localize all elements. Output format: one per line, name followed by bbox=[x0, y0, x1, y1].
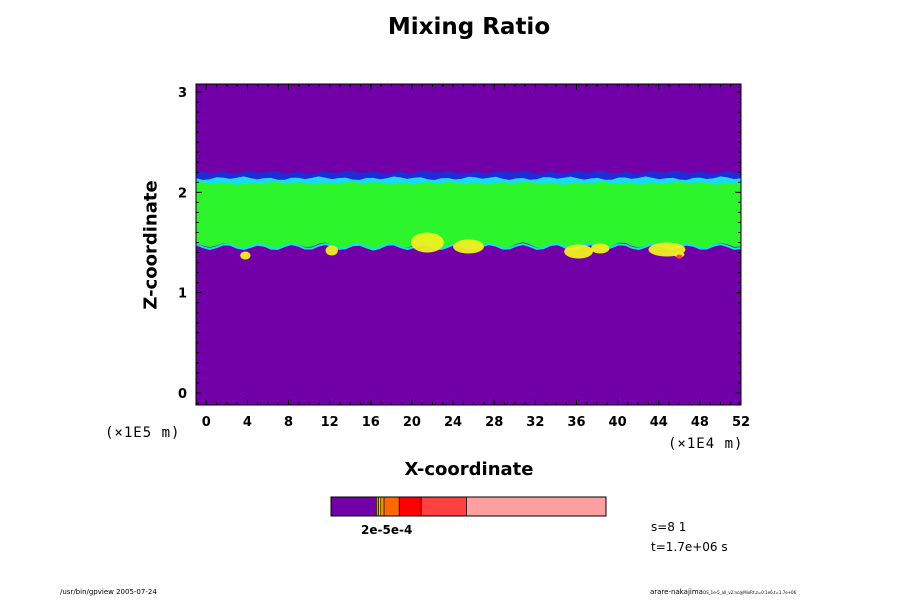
x-tick-label: 12 bbox=[321, 415, 339, 430]
y-tick-label: 2 bbox=[178, 186, 187, 201]
red-spot bbox=[676, 254, 683, 259]
x-scale-factor: (×1E4 m) bbox=[668, 436, 744, 452]
x-tick-label: 36 bbox=[567, 415, 585, 430]
x-tick-label: 28 bbox=[485, 415, 503, 430]
y-tick-label: 0 bbox=[178, 387, 187, 402]
yellow-patch bbox=[410, 232, 444, 253]
y-tick-label: 3 bbox=[178, 86, 187, 101]
y-tick-label: 1 bbox=[178, 287, 187, 302]
colorbar-label: 2e-5e-4 bbox=[361, 523, 413, 537]
x-tick-label: 16 bbox=[362, 415, 380, 430]
colorbar-border bbox=[330, 496, 607, 517]
heatmap-field bbox=[195, 84, 742, 405]
colorbar-segment bbox=[380, 496, 385, 517]
x-tick-label: 0 bbox=[202, 415, 211, 430]
yellow-patch bbox=[453, 239, 484, 254]
x-axis: 0 4 8 12 16 20 24 28 32 36 40 44 48 52 bbox=[195, 84, 750, 430]
info-s-value: s=8 1 bbox=[651, 520, 687, 534]
footer-command: /usr/bin/gpview 2005-07-24 bbox=[60, 588, 157, 596]
yellow-patch bbox=[325, 245, 338, 256]
x-tick-label: 40 bbox=[609, 415, 627, 430]
colorbar-segment bbox=[376, 496, 379, 517]
colorbar-segment bbox=[466, 496, 607, 517]
yellow-patch bbox=[564, 244, 593, 259]
x-tick-label: 4 bbox=[243, 415, 252, 430]
colorbar-segment bbox=[383, 496, 400, 517]
layer-green bbox=[196, 181, 741, 251]
chart-title: Mixing Ratio bbox=[387, 14, 551, 40]
colorbar-segment bbox=[330, 496, 377, 517]
yellow-patch bbox=[590, 243, 610, 254]
x-tick-label: 8 bbox=[284, 415, 293, 430]
colorbar-segment bbox=[420, 496, 467, 517]
y-axis: 0 1 2 3 bbox=[178, 86, 741, 404]
x-tick-label: 52 bbox=[732, 415, 750, 430]
yellow-patch bbox=[240, 251, 251, 260]
x-tick-label: 44 bbox=[650, 415, 668, 430]
info-time-value: t=1.7e+06 s bbox=[651, 540, 728, 554]
colorbar-segment bbox=[398, 496, 422, 517]
colorbar bbox=[330, 496, 607, 517]
footer-file: OS_1e-5_all_v2.nc@MixRt,z=0:1e6,t=1.7e+0… bbox=[702, 590, 797, 595]
plot-frame bbox=[195, 83, 742, 406]
footer-source: arare-nakajimaOS_1e-5_all_v2.nc@MixRt,z=… bbox=[650, 588, 796, 596]
y-axis-label: Z-coordinate bbox=[140, 180, 162, 310]
x-tick-label: 48 bbox=[691, 415, 709, 430]
band-cyan bbox=[196, 176, 741, 189]
x-tick-label: 20 bbox=[403, 415, 421, 430]
y-scale-factor: (×1E5 m) bbox=[105, 425, 181, 441]
plot-border bbox=[195, 83, 742, 406]
colorbar-segment bbox=[378, 496, 382, 517]
footer-author: arare-nakajima bbox=[650, 588, 703, 596]
x-tick-label: 24 bbox=[444, 415, 462, 430]
x-tick-label: 32 bbox=[526, 415, 544, 430]
x-axis-label: X-coordinate bbox=[404, 459, 534, 480]
